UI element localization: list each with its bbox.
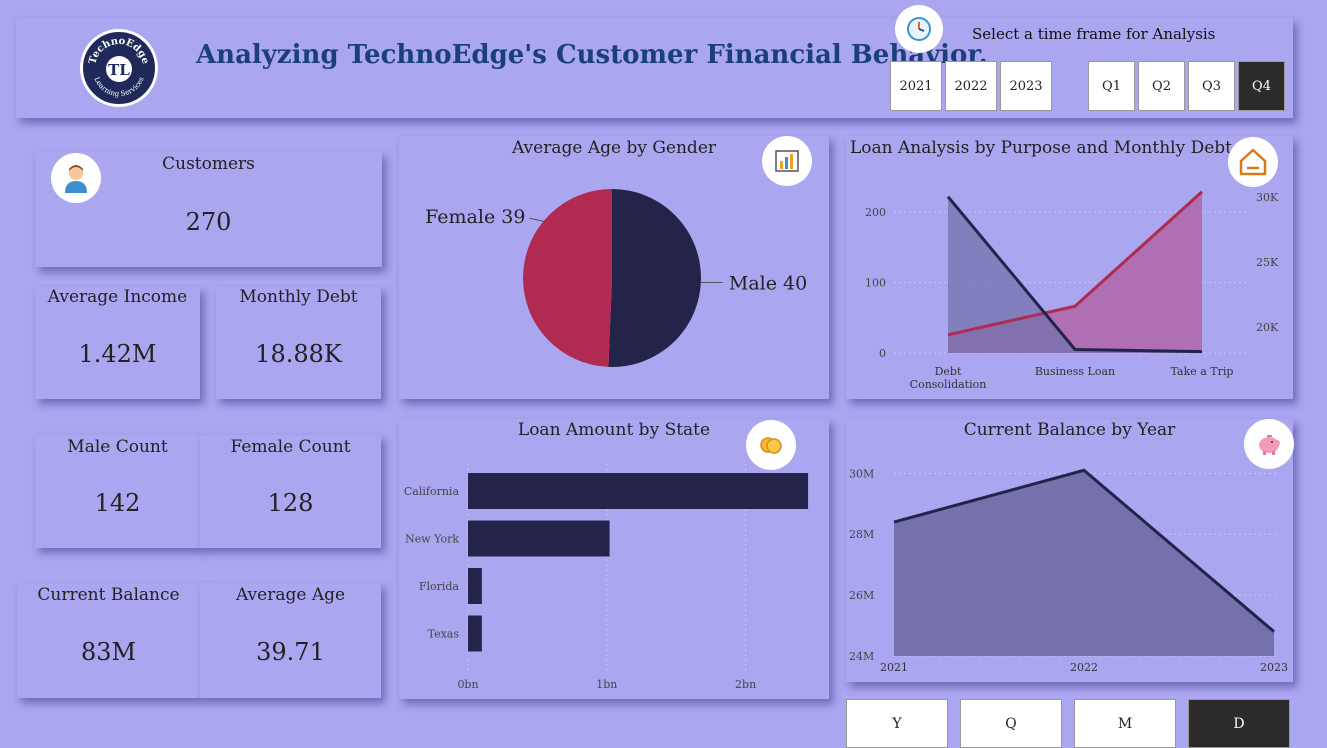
avg-age-gender-title: Average Age by Gender: [511, 138, 717, 158]
loan-area-monthly-debt: [948, 191, 1202, 353]
timeframe-label: Select a time frame for Analysis: [972, 25, 1216, 43]
quarter-q1-button[interactable]: Q1: [1088, 61, 1135, 111]
loan-xtick: Take a Trip: [1171, 365, 1234, 378]
year-2021-button[interactable]: 2021: [890, 61, 942, 111]
quarter-q3-button[interactable]: Q3: [1188, 61, 1235, 111]
state-xtick: 0bn: [457, 678, 478, 691]
balance-ytick: 26M: [849, 589, 874, 602]
clock-icon-circle: [895, 5, 943, 53]
drill-year-button[interactable]: Y: [846, 699, 948, 748]
average-age-label: Average Age: [235, 585, 346, 605]
loan-line-count: [946, 195, 1203, 354]
page-title: Analyzing TechnoEdge's Customer Financia…: [196, 40, 988, 70]
state-bar[interactable]: [468, 568, 482, 604]
customers-icon-circle: [51, 153, 101, 203]
current-balance-icon-circle: [1244, 419, 1294, 469]
year-2022-button[interactable]: 2022: [945, 61, 997, 111]
female-count-label: Female Count: [230, 437, 351, 457]
loan-ytick-left: 200: [865, 206, 886, 219]
loan-ytick-left: 100: [865, 277, 886, 290]
balance-ytick: 28M: [849, 528, 874, 541]
loan-xtick: Debt: [935, 365, 962, 378]
bar-chart-icon: [775, 150, 799, 172]
clock-icon: [907, 17, 931, 41]
loan-ytick-right: 25K: [1256, 256, 1279, 269]
state-label: New York: [405, 533, 459, 546]
coins-icon: [760, 437, 782, 454]
home-icon: [1239, 148, 1267, 176]
balance-xtick: 2022: [1070, 661, 1098, 674]
balance-line: [893, 468, 1275, 633]
loan-area-count: [948, 196, 1202, 353]
female-count-card: Female Count 128: [200, 435, 381, 548]
balance-ytick: 24M: [849, 650, 874, 663]
logo-mark: TL: [108, 61, 130, 79]
avg-age-gender-icon-circle: [762, 136, 812, 186]
loan-ytick-right: 20K: [1256, 321, 1279, 334]
current-balance-year-chart: 24M 26M 28M 30M 2021 2022 2023: [849, 467, 1288, 674]
piggy-bank-icon: [1259, 435, 1280, 455]
loan-line-monthly-debt: [947, 190, 1204, 337]
monthly-debt-value: 18.88K: [255, 340, 342, 368]
state-bar[interactable]: [468, 473, 809, 509]
female-count-value: 128: [267, 489, 314, 517]
state-xtick: 1bn: [596, 678, 617, 691]
avg-age-gender-panel: Average Age by Gender Female 39 Male 40: [399, 136, 829, 399]
state-bar[interactable]: [468, 520, 610, 557]
drill-quarter-button[interactable]: Q: [960, 699, 1062, 748]
year-2023-button[interactable]: 2023: [1000, 61, 1052, 111]
state-label: California: [404, 485, 460, 498]
average-age-value: 39.71: [256, 638, 325, 666]
male-count-card: Male Count 142: [35, 435, 200, 548]
balance-area: [894, 470, 1274, 656]
current-balance-year-panel: Current Balance by Year 24M 26M 28M 30M 2021…: [846, 419, 1293, 682]
average-income-value: 1.42M: [78, 340, 157, 368]
customers-value: 270: [185, 208, 232, 236]
loan-analysis-panel: Loan Analysis by Purpose and Monthly Deb…: [846, 136, 1293, 399]
loan-xtick: Consolidation: [910, 378, 987, 391]
average-age-card: Average Age 39.71: [200, 583, 381, 698]
monthly-debt-card: Monthly Debt 18.88K: [216, 287, 381, 399]
pie-slice-male[interactable]: [608, 189, 701, 367]
state-xtick: 2bn: [735, 678, 756, 691]
balance-ytick: 30M: [849, 467, 874, 480]
person-icon: [65, 165, 87, 193]
average-income-label: Average Income: [47, 287, 188, 307]
pie-slice-female[interactable]: [522, 189, 612, 367]
quarter-q2-button[interactable]: Q2: [1138, 61, 1185, 111]
pie-leader-female: [529, 217, 544, 222]
loan-state-chart: 0bn 1bn 2bn California New York Florida Texas: [404, 464, 809, 691]
current-balance-card: Current Balance 83M: [17, 583, 200, 698]
average-income-card: Average Income 1.42M: [35, 287, 200, 399]
header-panel: [16, 18, 1293, 118]
state-label: Florida: [419, 580, 460, 593]
loan-state-icon-circle: [746, 420, 796, 470]
loan-xtick: Business Loan: [1035, 365, 1115, 378]
balance-xtick: 2021: [880, 661, 908, 674]
balance-xtick: 2023: [1260, 661, 1288, 674]
current-balance-label: Current Balance: [37, 585, 180, 605]
drill-month-button[interactable]: M: [1074, 699, 1176, 748]
drill-day-button[interactable]: D: [1188, 699, 1290, 748]
current-balance-value: 83M: [80, 638, 137, 666]
pie-label-female: Female 39: [425, 206, 525, 228]
current-balance-year-title: Current Balance by Year: [963, 420, 1176, 440]
monthly-debt-label: Monthly Debt: [239, 287, 358, 307]
male-count-value: 142: [94, 489, 141, 517]
avg-age-gender-chart: Female 39 Male 40: [425, 189, 807, 367]
quarter-q4-button[interactable]: Q4: [1238, 61, 1285, 111]
customers-label: Customers: [162, 154, 255, 174]
male-count-label: Male Count: [67, 437, 168, 457]
loan-ytick-right: 30K: [1256, 191, 1279, 204]
loan-state-title: Loan Amount by State: [517, 420, 711, 440]
loan-ytick-left: 0: [879, 347, 886, 360]
state-bar[interactable]: [468, 615, 482, 652]
logo-graphic: TechnoEdge Learning Services TL: [87, 36, 150, 98]
pie-label-male: Male 40: [729, 272, 807, 294]
loan-analysis-title: Loan Analysis by Purpose and Monthly Deb…: [850, 138, 1233, 158]
technoedge-logo: TechnoEdge Learning Services TL: [80, 29, 158, 107]
state-label: Texas: [428, 628, 460, 641]
loan-analysis-icon-circle: [1228, 137, 1278, 187]
